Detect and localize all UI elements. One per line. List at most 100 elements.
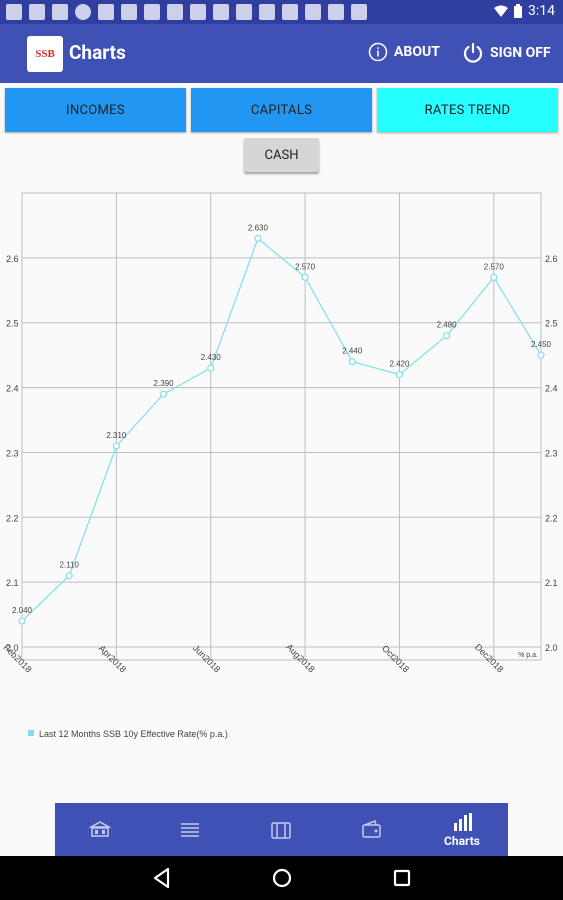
data-point [18, 617, 26, 625]
data-point [490, 273, 498, 281]
y-tick-label-right: 2.6 [545, 254, 558, 264]
data-point [395, 371, 404, 379]
cat-icon [305, 4, 321, 20]
tab-capitals[interactable]: CAPITALS [191, 88, 372, 132]
play-store-icon [328, 4, 344, 20]
bottom-nav: Charts [55, 803, 508, 856]
data-label: 2.110 [59, 561, 79, 570]
series-line [21, 237, 542, 622]
bank-icon [89, 820, 111, 837]
tab-incomes[interactable]: INCOMES [5, 88, 186, 132]
y-tick-label-left: 2.3 [6, 448, 19, 458]
y-tick-label-left: 2.5 [6, 319, 19, 329]
y-tick-label-left: 2.0 [6, 643, 19, 653]
play-store-icon [351, 4, 367, 20]
data-point [159, 390, 168, 398]
list-icon [181, 822, 199, 837]
data-label: 2.570 [295, 262, 316, 271]
tab-label: CAPITALS [250, 102, 313, 118]
y-tick-label-right: 2.4 [545, 384, 558, 394]
nav-item-portfolio[interactable] [236, 803, 326, 856]
tab-rates-trend[interactable]: RATES TREND [377, 88, 558, 132]
ssb-logo: SSB [27, 36, 63, 72]
y-tick-label-left: 2.6 [6, 254, 19, 264]
nav-item-list[interactable] [145, 803, 235, 856]
data-point [65, 572, 73, 580]
nav-item-charts[interactable]: Charts [417, 803, 507, 856]
nav-item-wallet[interactable] [327, 803, 417, 856]
download-icon [121, 4, 137, 20]
data-point [537, 351, 545, 359]
y-tick-label-right: 2.5 [545, 319, 558, 329]
status-bar: 3:14 [0, 0, 563, 24]
data-label: 2.480 [437, 321, 458, 330]
tools-icon [6, 4, 22, 20]
home-icon[interactable] [271, 867, 293, 889]
android-icon [52, 4, 68, 20]
recents-icon[interactable] [392, 867, 412, 889]
wallet-icon [362, 819, 381, 838]
cash-label: CASH [264, 147, 299, 163]
portfolio-icon [271, 821, 291, 839]
about-label: ABOUT [394, 44, 440, 60]
photo-icon [282, 4, 298, 20]
x-tick-label: Jun2018 [191, 643, 222, 674]
smiley-icon [75, 4, 91, 20]
data-label: 2.570 [484, 262, 505, 271]
nav-item-label: Charts [444, 833, 480, 848]
x-tick-label: Oct2018 [380, 643, 411, 674]
data-label: 2.420 [389, 360, 410, 369]
photo-icon [144, 4, 160, 20]
cash-button[interactable]: CASH [244, 138, 319, 172]
data-point [443, 332, 451, 340]
data-label: 2.310 [106, 431, 127, 440]
y-tick-label-right: 2.0 [545, 643, 558, 653]
info-icon [368, 42, 388, 62]
nav-item-bank[interactable] [55, 803, 145, 856]
logo-text: SSB [35, 48, 55, 60]
photo-icon [190, 4, 206, 20]
tab-label: INCOMES [66, 102, 125, 118]
unit-label: % p.a. [518, 652, 538, 659]
data-point [348, 358, 356, 366]
system-nav-bar [0, 856, 563, 900]
mail-icon [236, 4, 252, 20]
wifi-icon [494, 5, 508, 17]
data-label: 2.630 [248, 223, 269, 232]
y-tick-label-right: 2.2 [545, 513, 558, 523]
y-tick-label-right: 2.1 [545, 578, 558, 588]
photo-icon [213, 4, 229, 20]
data-label: 2.440 [342, 347, 363, 356]
data-label: 2.040 [12, 606, 33, 615]
battery-icon [514, 4, 522, 18]
plot-area [21, 192, 542, 661]
data-label: 2.450 [531, 340, 552, 349]
rates-trend-chart: 2.0 2.0 2.1 2.1 2.2 2.2 2.3 2.3 2.4 2.4 2.5 2.5 2.6 2… [1, 192, 558, 739]
status-time: 3:14 [528, 3, 555, 19]
bar-chart-icon [454, 812, 472, 831]
tab-label: RATES TREND [424, 102, 511, 118]
y-tick-label-right: 2.3 [545, 448, 558, 458]
sign-off-button[interactable]: SIGN OFF [462, 42, 551, 64]
sign-off-label: SIGN OFF [490, 45, 551, 61]
app-bar: SSB Charts ABOUT SIGN OFF [0, 24, 563, 83]
legend-label: Last 12 Months SSB 10y Effective Rate(% … [39, 729, 228, 739]
about-button[interactable]: ABOUT [368, 42, 440, 62]
youtube-icon [98, 4, 114, 20]
data-label: 2.390 [154, 379, 175, 388]
data-point [301, 273, 309, 281]
notification-icons [6, 4, 367, 20]
data-label: 2.430 [201, 353, 222, 362]
data-point [207, 364, 215, 372]
photo-icon [259, 4, 275, 20]
y-tick-label-left: 2.2 [6, 513, 19, 523]
back-icon[interactable] [152, 867, 172, 889]
y-tick-label-left: 2.1 [6, 578, 19, 588]
data-point [254, 234, 262, 243]
power-icon [463, 42, 483, 63]
y-tick-label-left: 2.4 [6, 384, 19, 394]
page-title: Charts [69, 41, 126, 64]
x-tick-label: Apr2018 [97, 643, 128, 674]
legend-swatch [28, 730, 34, 736]
image-icon [29, 4, 45, 20]
